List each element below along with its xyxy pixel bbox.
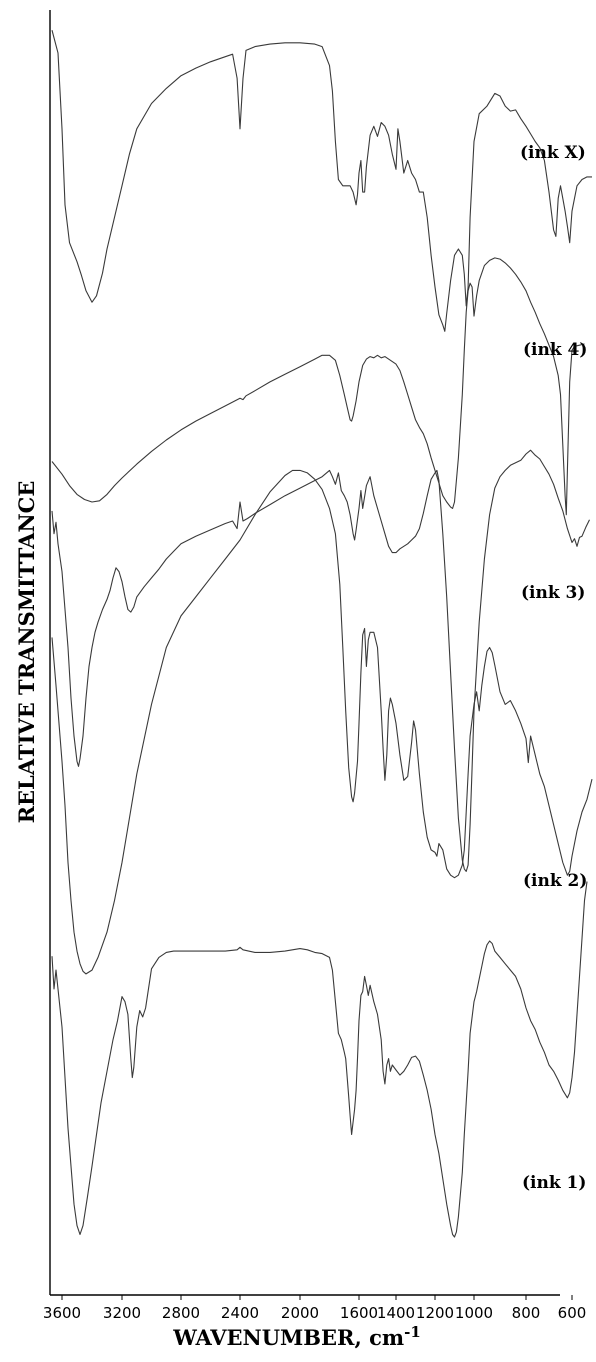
- series-label-1: (ink X): [520, 143, 586, 163]
- x-tick-label: 3200: [103, 1304, 141, 1322]
- series-line-2: [51, 257, 585, 516]
- series-line-3: [51, 449, 590, 872]
- series-label-3: (ink 3): [521, 583, 585, 603]
- x-axis-title: WAVENUMBER, cm-1: [172, 1323, 421, 1350]
- series-line-5: [51, 881, 588, 1238]
- x-tick-label: 1000: [455, 1304, 493, 1322]
- x-tick-label: 3600: [43, 1304, 81, 1322]
- x-tick-label: 1400: [377, 1304, 415, 1322]
- x-tick-label: 1600: [340, 1304, 378, 1322]
- y-axis-title: RELATIVE TRANSMITTANCE: [14, 481, 39, 824]
- series-line-4: [51, 469, 593, 975]
- x-axis-title-text: WAVENUMBER, cm: [172, 1325, 404, 1350]
- series-label-2: (ink 4): [523, 340, 587, 360]
- legend-layer: (ink X) (ink 4) (ink 3) (ink 2) (ink 1): [520, 143, 587, 1193]
- series-line-1: [51, 30, 592, 332]
- x-tick-label: 600: [558, 1304, 587, 1322]
- series-label-4: (ink 2): [523, 871, 587, 891]
- x-tick-label: 2000: [281, 1304, 319, 1322]
- x-tick-label: 2400: [221, 1304, 259, 1322]
- x-axis-title-superscript: -1: [404, 1323, 421, 1341]
- series-layer: [51, 30, 593, 1238]
- x-tick-label: 2800: [162, 1304, 200, 1322]
- series-label-5: (ink 1): [522, 1173, 586, 1193]
- x-tick-label: 800: [512, 1304, 541, 1322]
- x-tick-label: 1200: [416, 1304, 454, 1322]
